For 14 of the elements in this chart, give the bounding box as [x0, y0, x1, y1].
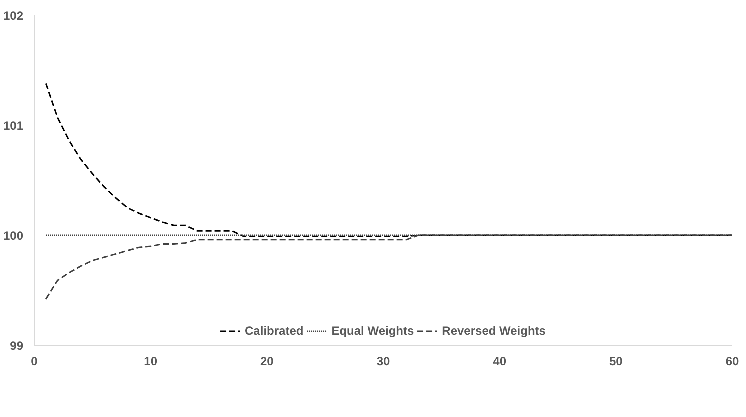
x-tick-label: 0 [31, 354, 38, 368]
x-tick-label: 50 [609, 354, 624, 368]
y-tick-label: 100 [3, 229, 24, 243]
y-tick-label: 99 [10, 339, 24, 353]
y-tick-label: 101 [3, 119, 24, 133]
x-tick-label: 40 [493, 354, 507, 368]
legend-label: Reversed Weights [442, 324, 546, 338]
x-tick-label: 30 [376, 354, 390, 368]
y-tick-label: 102 [3, 9, 24, 23]
legend-label: Calibrated [245, 324, 304, 338]
legend-label: Equal Weights [332, 324, 414, 338]
x-tick-label: 60 [726, 354, 740, 368]
x-tick-label: 10 [144, 354, 158, 368]
x-tick-label: 20 [260, 354, 274, 368]
